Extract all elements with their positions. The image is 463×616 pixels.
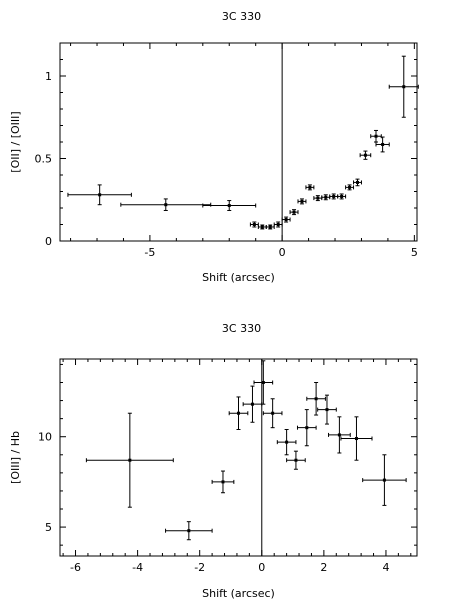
x-axis-label: Shift (arcsec)	[202, 587, 275, 600]
point-marker	[325, 408, 329, 412]
data-point	[375, 136, 390, 153]
point-marker	[348, 185, 352, 189]
point-marker	[260, 225, 264, 229]
y-tick-label: 10	[38, 431, 52, 444]
point-marker	[237, 411, 240, 415]
x-tick-label: -4	[132, 561, 143, 574]
data-point	[340, 416, 373, 461]
data-point	[337, 193, 347, 200]
point-marker	[128, 458, 132, 462]
y-tick-label: 0	[45, 235, 52, 248]
data-point	[85, 412, 174, 508]
data-point	[165, 521, 213, 541]
data-point	[321, 194, 331, 201]
data-point	[249, 221, 259, 228]
data-point	[345, 184, 355, 191]
data-point	[228, 396, 249, 430]
data-point	[281, 216, 291, 223]
chart-title: 3C 330	[222, 322, 261, 335]
point-marker	[324, 195, 328, 199]
data-point	[202, 200, 257, 211]
x-tick-label: 5	[411, 246, 418, 259]
point-marker	[381, 142, 385, 146]
data-point	[262, 398, 283, 429]
data-point	[265, 224, 275, 230]
point-marker	[292, 210, 296, 214]
chart-panel-1	[59, 42, 419, 242]
point-marker	[98, 193, 102, 197]
data-point	[370, 129, 382, 143]
point-marker	[285, 440, 289, 444]
data-point	[257, 224, 267, 230]
data-point	[276, 428, 297, 456]
point-marker	[164, 203, 168, 207]
x-tick-label: -2	[194, 561, 205, 574]
data-point	[297, 198, 307, 205]
point-marker	[332, 194, 336, 198]
point-marker	[252, 223, 256, 226]
data-point	[286, 450, 306, 470]
point-marker	[284, 218, 288, 222]
x-tick-label: -6	[70, 561, 81, 574]
data-point	[253, 360, 274, 405]
data-point	[353, 178, 362, 187]
y-axis-label: [OII] / [OIII]	[9, 111, 22, 172]
point-marker	[187, 529, 191, 533]
point-marker	[250, 402, 254, 406]
data-point	[388, 55, 419, 118]
x-tick-label: 2	[320, 561, 327, 574]
point-marker	[261, 380, 265, 384]
point-marker	[354, 437, 358, 441]
data-point	[296, 409, 317, 447]
plot-frame	[59, 358, 418, 557]
data-point	[305, 184, 315, 191]
chart-panel-2	[59, 358, 418, 557]
data-point	[273, 221, 283, 228]
y-tick-label: 1	[45, 70, 52, 83]
x-axis-label: Shift (arcsec)	[202, 271, 275, 284]
point-marker	[382, 478, 386, 482]
x-tick-label: 4	[382, 561, 389, 574]
point-marker	[276, 223, 280, 226]
point-marker	[316, 196, 320, 200]
y-axis-label: [OIII] / Hb	[9, 431, 22, 484]
point-marker	[374, 134, 378, 138]
point-marker	[300, 199, 304, 203]
data-point	[362, 454, 407, 506]
x-tick-label: 0	[279, 246, 286, 259]
point-marker	[337, 433, 341, 437]
data-point	[359, 150, 372, 160]
point-marker	[340, 194, 344, 198]
data-point	[211, 470, 235, 494]
x-tick-label: 0	[258, 561, 265, 574]
data-point	[67, 184, 132, 206]
data-point	[313, 195, 323, 202]
point-marker	[363, 153, 367, 157]
data-point	[328, 416, 351, 454]
point-marker	[402, 85, 406, 89]
point-marker	[268, 225, 272, 229]
y-tick-label: 5	[45, 521, 52, 534]
data-point	[306, 381, 326, 416]
data-point	[120, 198, 212, 211]
data-point	[242, 385, 263, 423]
point-marker	[308, 185, 312, 189]
point-marker	[356, 180, 359, 184]
point-marker	[294, 458, 298, 462]
y-tick-label: 0.5	[35, 153, 53, 166]
point-marker	[305, 426, 309, 430]
point-marker	[271, 411, 275, 415]
chart-title: 3C 330	[222, 10, 261, 23]
point-marker	[227, 204, 231, 208]
plot-frame	[59, 42, 418, 242]
data-point	[289, 209, 299, 216]
point-marker	[314, 397, 318, 401]
data-point	[317, 394, 337, 425]
point-marker	[221, 480, 225, 484]
data-point	[329, 193, 339, 200]
x-tick-label: -5	[144, 246, 155, 259]
